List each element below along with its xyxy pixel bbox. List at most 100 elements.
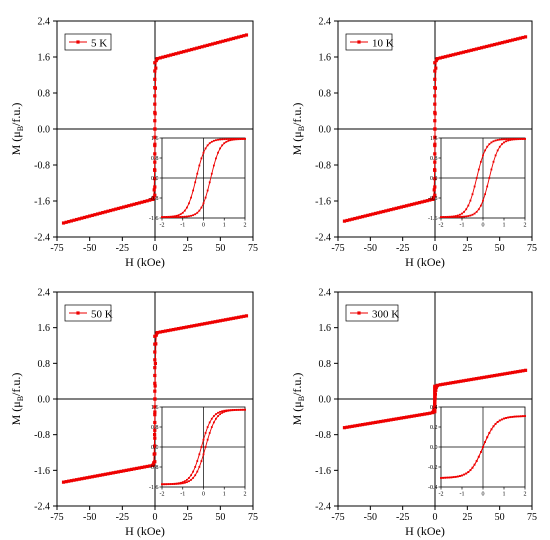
data-point: [495, 42, 499, 46]
inset-data-point: [490, 428, 493, 431]
data-point: [379, 210, 383, 214]
data-point: [443, 55, 447, 59]
data-point: [345, 425, 349, 429]
inset-y-tick-label: 0.4: [430, 405, 438, 411]
data-point: [223, 38, 228, 43]
data-point: [189, 324, 194, 328]
data-point: [433, 102, 437, 106]
inset-data-point: [459, 215, 461, 218]
inset-x-tick-label: 0: [482, 223, 485, 229]
data-point: [358, 215, 362, 219]
data-point: [153, 361, 157, 366]
inset-x-tick-label: 1: [503, 223, 506, 229]
data-point: [208, 43, 212, 47]
data-point: [366, 213, 370, 217]
data-point: [513, 37, 517, 42]
data-point: [114, 207, 118, 211]
inset-data-point: [454, 215, 457, 217]
data-point: [153, 350, 157, 354]
inset-data-point: [161, 216, 163, 218]
data-point: [153, 460, 157, 464]
data-point: [171, 52, 175, 56]
x-tick-label: 25: [462, 243, 472, 254]
inset-data-point: [480, 451, 482, 453]
data-point: [122, 469, 126, 473]
inset-data-point: [229, 409, 232, 411]
data-point: [152, 188, 156, 192]
inset-data-point: [223, 138, 226, 141]
inset-data-point: [192, 470, 195, 473]
inset-data-point: [200, 157, 203, 160]
inset-data-point: [469, 469, 472, 472]
data-point: [451, 380, 455, 385]
data-point: [106, 472, 110, 476]
data-point: [433, 143, 437, 148]
inset-data-point: [456, 214, 459, 217]
data-point: [412, 202, 416, 206]
x-axis-label: H (kOe): [125, 255, 165, 269]
data-point: [242, 314, 246, 318]
data-point: [197, 323, 202, 327]
inset-data-point: [242, 408, 244, 411]
data-point: [511, 370, 515, 375]
data-point: [216, 41, 220, 45]
y-tick-label: -0.8: [34, 161, 50, 172]
inset-data-point: [477, 455, 480, 458]
data-point: [153, 452, 157, 456]
inset-data-point: [219, 413, 221, 416]
data-point: [363, 422, 367, 426]
inset-data-point: [183, 215, 186, 218]
y-tick-label: 2.4: [38, 288, 51, 299]
data-point: [184, 325, 188, 329]
data-point: [371, 212, 375, 216]
data-point: [129, 467, 134, 471]
inset-data-point: [442, 216, 444, 218]
data-point: [151, 463, 155, 467]
inset-x-tick-label: -1: [460, 492, 465, 498]
inset-data-point: [501, 418, 503, 421]
inset-data-point: [206, 189, 209, 192]
data-point: [153, 373, 157, 378]
inset-data-point: [225, 138, 228, 140]
data-point: [420, 200, 424, 204]
y-tick-label: -1.6: [34, 197, 50, 208]
data-point: [197, 45, 202, 50]
inset-data-point: [513, 415, 516, 418]
inset-data-point: [186, 206, 188, 209]
data-point: [156, 330, 160, 335]
data-point: [368, 421, 372, 425]
legend-marker: [76, 40, 80, 44]
data-point: [425, 412, 429, 416]
inset-y-tick-label: 0.8: [151, 425, 159, 431]
inset-data-point: [175, 482, 178, 485]
data-point: [93, 213, 97, 217]
inset-data-point: [212, 164, 215, 167]
inset-data-point: [223, 142, 226, 145]
data-point: [153, 444, 157, 448]
inset-data-point: [452, 215, 455, 218]
inset-data-point: [465, 208, 468, 211]
data-point: [487, 374, 491, 379]
inset-data-point: [186, 478, 188, 481]
inset-data-point: [524, 137, 526, 140]
inset-data-point: [219, 138, 221, 141]
inset-data-point: [217, 138, 219, 141]
inset-data-point: [486, 145, 489, 148]
inset-data-point: [505, 138, 507, 141]
data-point: [477, 376, 481, 380]
inset-data-point: [235, 137, 238, 140]
inset-data-point: [244, 408, 246, 411]
data-point: [127, 204, 131, 208]
data-point: [521, 35, 525, 40]
data-point: [67, 479, 71, 483]
data-point: [203, 322, 207, 326]
inset-data-point: [507, 138, 510, 140]
inset-data-point: [507, 139, 510, 142]
inset-data-point: [498, 145, 501, 148]
data-point: [80, 477, 84, 481]
inset-data-point: [490, 141, 493, 144]
data-point: [433, 110, 437, 115]
data-point: [213, 320, 217, 324]
x-tick-label: 50: [215, 512, 225, 523]
data-point: [153, 413, 157, 417]
